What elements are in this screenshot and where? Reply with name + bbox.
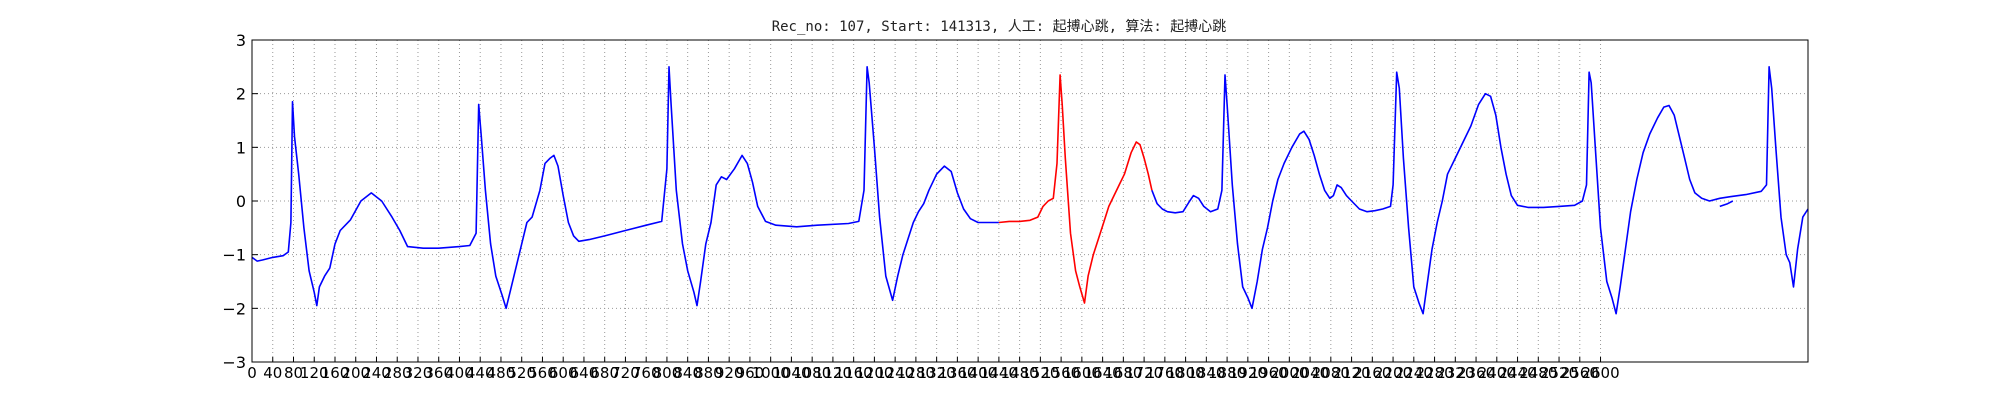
y-tick-label: 2 (236, 85, 246, 104)
x-tick-label: 1120 (814, 364, 852, 382)
x-tick-label: 2600 (1581, 364, 1619, 382)
x-tick-label: 1680 (1104, 364, 1142, 382)
x-tick-label: 640 (570, 364, 599, 382)
x-tick-label: 2080 (1312, 364, 1350, 382)
x-tick-label: 1400 (959, 364, 997, 382)
x-tick-label: 1520 (1021, 364, 1059, 382)
x-tick-label: 1720 (1125, 364, 1163, 382)
ecg-signal-line (251, 66, 999, 310)
x-tick-label: 1040 (772, 364, 810, 382)
x-tick-label: 2040 (1291, 364, 1329, 382)
x-axis: 0 40 8012016020024028032036040044048052056… (247, 357, 1620, 382)
ecg-signal-line (1719, 200, 1734, 208)
x-tick-label: 520 (507, 364, 536, 382)
x-tick-label: 1920 (1229, 364, 1267, 382)
x-tick-label: 1760 (1146, 364, 1184, 382)
y-tick-label: 1 (236, 138, 246, 157)
chart-title: Rec_no: 107, Start: 141313, 人工: 起搏心跳, 算法… (772, 18, 1227, 35)
x-tick-label: 2200 (1374, 364, 1412, 382)
highlighted-beat-line (998, 74, 1153, 304)
x-tick-label: 1440 (980, 364, 1018, 382)
x-tick-label: 2480 (1519, 364, 1557, 382)
x-tick-label: 960 (736, 364, 765, 382)
x-tick-label: 680 (590, 364, 619, 382)
x-tick-label: 920 (715, 364, 744, 382)
x-tick-label: 480 (487, 364, 516, 382)
x-tick-label: 760 (632, 364, 661, 382)
x-tick-label: 2320 (1436, 364, 1474, 382)
x-tick-label: 560 (528, 364, 557, 382)
x-tick-label: 2440 (1498, 364, 1536, 382)
grid (252, 40, 1808, 362)
y-tick-label: 3 (236, 31, 246, 50)
x-tick-label: 1240 (876, 364, 914, 382)
x-tick-label: 80 (284, 364, 303, 382)
x-tick-label: 2280 (1415, 364, 1453, 382)
x-tick-label: 0 (247, 364, 257, 382)
x-tick-label: 1280 (897, 364, 935, 382)
x-tick-label: 880 (694, 364, 723, 382)
x-tick-label: 1080 (793, 364, 831, 382)
y-tick-label: −1 (222, 246, 246, 265)
x-tick-label: 320 (404, 364, 433, 382)
x-tick-label: 1960 (1249, 364, 1287, 382)
x-tick-label: 1480 (1001, 364, 1039, 382)
x-tick-label: 1160 (835, 364, 873, 382)
x-tick-label: 400 (445, 364, 474, 382)
series-group (251, 66, 1809, 315)
x-tick-label: 2400 (1478, 364, 1516, 382)
x-tick-label: 1320 (918, 364, 956, 382)
y-axis: 3 2 1 0 −1 −2 −3 (222, 31, 258, 372)
x-tick-label: 1840 (1187, 364, 1225, 382)
x-tick-label: 2000 (1270, 364, 1308, 382)
y-tick-label: −2 (222, 299, 246, 318)
plot-area-frame (251, 39, 1809, 363)
x-tick-label: 1640 (1084, 364, 1122, 382)
x-tick-label: 600 (549, 364, 578, 382)
x-tick-label: 160 (321, 364, 350, 382)
x-tick-label: 1600 (1063, 364, 1101, 382)
x-tick-label: 800 (653, 364, 682, 382)
x-tick-label: 720 (611, 364, 640, 382)
x-tick-label: 120 (300, 364, 329, 382)
y-tick-label: −3 (222, 353, 246, 372)
x-tick-label: 2160 (1353, 364, 1391, 382)
x-tick-label: 2240 (1395, 364, 1433, 382)
x-tick-label: 360 (424, 364, 453, 382)
x-tick-label: 1000 (752, 364, 790, 382)
x-tick-label: 840 (673, 364, 702, 382)
x-tick-label: 280 (383, 364, 412, 382)
x-tick-label: 240 (362, 364, 391, 382)
x-tick-label: 2120 (1332, 364, 1370, 382)
x-tick-label: 2560 (1561, 364, 1599, 382)
x-tick-label: 1360 (938, 364, 976, 382)
x-tick-label: 440 (466, 364, 495, 382)
x-tick-label: 40 (263, 364, 282, 382)
x-tick-label: 200 (341, 364, 370, 382)
x-tick-label: 1560 (1042, 364, 1080, 382)
x-tick-label: 1200 (855, 364, 893, 382)
ecg-signal-line (1151, 66, 1809, 315)
x-tick-label: 1880 (1208, 364, 1246, 382)
x-tick-label: 1800 (1167, 364, 1205, 382)
y-tick-label: 0 (236, 192, 246, 211)
x-tick-label: 2360 (1457, 364, 1495, 382)
x-tick-label: 2520 (1540, 364, 1578, 382)
